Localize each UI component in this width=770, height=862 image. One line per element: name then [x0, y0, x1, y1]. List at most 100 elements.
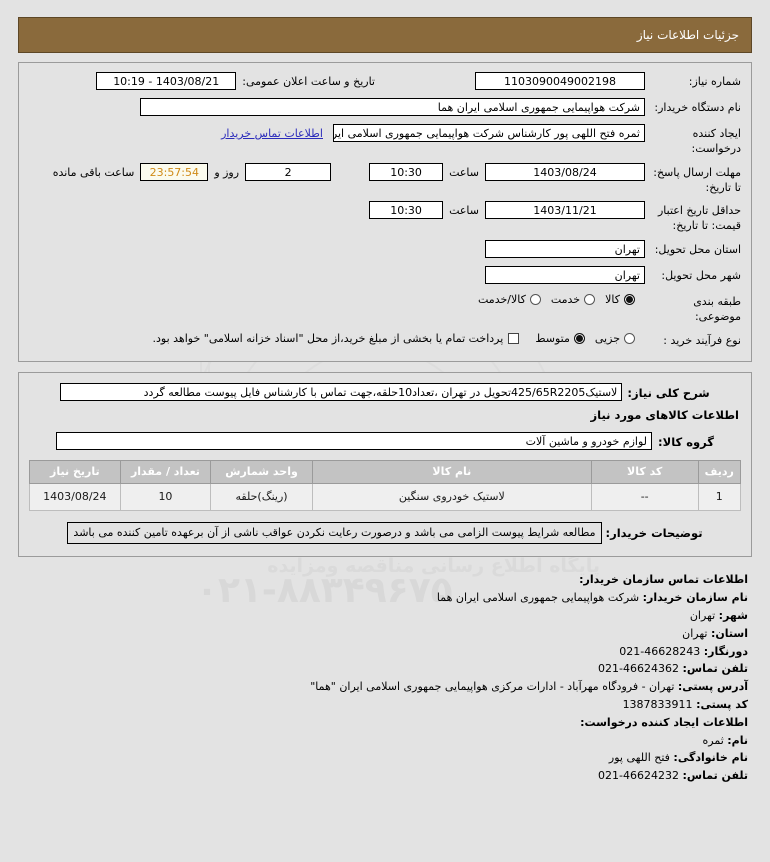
row-validity: حداقل تاریخ اعتبار قیمت: تا تاریخ: 1403/…	[29, 201, 741, 234]
row-process-type: نوع فرآیند خرید : جزیی متوسط پرداخت تمام…	[29, 331, 741, 351]
row-province: استان محل تحویل: تهران	[29, 240, 741, 260]
cell-need-date: 1403/08/24	[29, 482, 121, 511]
buyer-org-name-row: نام سازمان خریدار: شرکت هواپیمایی جمهوری…	[0, 589, 748, 607]
remaining-days-label: روز و	[214, 165, 240, 179]
contact-address-value: تهران - فرودگاه مهرآباد - ادارات مرکزی ه…	[310, 680, 675, 694]
th-unit: واحد شمارش	[210, 459, 313, 484]
radio-category-kala-khedmat[interactable]	[529, 294, 541, 306]
buyer-contact-link[interactable]: اطلاعات تماس خریدار	[221, 127, 323, 140]
province-label: استان محل تحویل:	[654, 243, 741, 257]
need-number-label: شماره نیاز:	[688, 75, 741, 88]
page-root: جزئیات اطلاعات نیاز شماره نیاز: 11030900…	[0, 17, 770, 785]
row-creator: ایجاد کننده درخواست: ثمره فتح اللهی پور …	[29, 124, 741, 157]
creator-phone-value: 46624232-021	[598, 769, 680, 783]
radio-category-kala-label: کالا	[605, 293, 620, 307]
buyer-org-name-value: شرکت هواپیمایی جمهوری اسلامی ایران هما	[436, 591, 640, 605]
process-label: نوع فرآیند خرید :	[663, 333, 741, 347]
row-buyer-note: توضیحات خریدار: مطالعه شرایط پیوست الزام…	[29, 521, 741, 545]
creator-first-name-value: ثمره	[702, 733, 724, 747]
validity-label: حداقل تاریخ اعتبار قیمت: تا تاریخ:	[657, 204, 741, 233]
th-goods-code: کد کالا	[590, 459, 699, 484]
radio-category-khedmat[interactable]	[584, 294, 596, 306]
category-label: طبقه بندی موضوعی:	[693, 295, 741, 323]
city-field[interactable]: تهران	[485, 266, 645, 285]
announce-label: تاریخ و ساعت اعلان عمومی:	[242, 75, 375, 88]
radio-process-motavasset[interactable]	[573, 332, 585, 344]
contact-address-key: آدرس پستی:	[677, 680, 748, 694]
contact-phone-value: 46624362-021	[598, 662, 680, 676]
creator-field[interactable]: ثمره فتح اللهی پور کارشناس شرکت هواپیمای…	[333, 124, 645, 142]
radio-process-jozei-label: جزیی	[594, 331, 620, 345]
deadline-time-field[interactable]: 10:30	[369, 162, 444, 181]
creator-first-name-row: نام: ثمره	[0, 732, 749, 750]
treasury-bond-label: پرداخت تمام یا بخشی از مبلغ خرید،از محل …	[152, 331, 504, 345]
contact-address-row: آدرس پستی: تهران - فرودگاه مهرآباد - ادا…	[0, 678, 748, 696]
th-radif: ردیف	[697, 459, 742, 484]
buyer-org-field[interactable]: شرکت هواپیمایی جمهوری اسلامی ایران هما	[140, 98, 645, 116]
contact-fax-row: دورنگار: 46628243-021	[0, 643, 748, 661]
goods-group-field[interactable]: لوازم خودرو و ماشین آلات	[56, 431, 653, 450]
need-details-panel: شماره نیاز: 1103090049002198 تاریخ و ساع…	[18, 62, 752, 362]
row-category: طبقه بندی موضوعی: کالا خدمت کالا/خدمت	[29, 292, 741, 325]
page-title: جزئیات اطلاعات نیاز	[636, 28, 739, 42]
validity-hour-label: ساعت	[449, 204, 479, 218]
contact-city-value: تهران	[689, 608, 716, 622]
contact-info-block: اطلاعات تماس سازمان خریدار: نام سازمان خ…	[0, 571, 748, 785]
row-goods-group: گروه کالا: لوازم خودرو و ماشین آلات	[29, 431, 741, 450]
category-radio-group: کالا خدمت کالا/خدمت	[478, 292, 645, 306]
table-header-row: ردیف کد کالا نام کالا واحد شمارش تعداد /…	[29, 459, 742, 484]
contact-phone-key: تلفن تماس:	[682, 662, 748, 676]
contact-province-value: تهران	[682, 626, 708, 640]
contact-fax-value: 46628243-021	[619, 644, 701, 658]
validity-date-field[interactable]: 1403/11/21	[485, 201, 645, 220]
row-city: شهر محل تحویل: تهران	[29, 266, 741, 286]
table-row[interactable]: 1 -- لاستیک خودروی سنگین (رینگ)حلقه 10 1…	[29, 482, 742, 511]
countdown-label: ساعت باقی مانده	[52, 165, 135, 179]
th-need-date: تاریخ نیاز	[29, 459, 121, 484]
creator-label: ایجاد کننده درخواست:	[691, 127, 741, 155]
creator-contact-heading: اطلاعات ایجاد کننده درخواست:	[580, 715, 748, 729]
deadline-date-field[interactable]: 1403/08/24	[485, 162, 645, 181]
cell-unit: (رینگ)حلقه	[210, 482, 313, 511]
window-titlebar: جزئیات اطلاعات نیاز	[18, 17, 752, 53]
radio-category-khedmat-label: خدمت	[550, 293, 581, 307]
contact-city-key: شهر:	[718, 608, 748, 622]
city-label: شهر محل تحویل:	[661, 269, 741, 283]
cell-quantity: 10	[119, 482, 212, 511]
summary-label: شرح کلی نیاز:	[627, 385, 710, 400]
creator-last-name-value: فتح اللهی پور	[608, 751, 670, 765]
radio-process-jozei[interactable]	[624, 332, 635, 344]
contact-fax-key: دورنگار:	[703, 644, 748, 658]
creator-last-name-row: نام خانوادگی: فتح اللهی پور	[0, 749, 748, 767]
contact-postal-row: کد پستی: 1387833911	[0, 696, 748, 714]
province-field[interactable]: تهران	[485, 240, 645, 259]
cell-goods-name: لاستیک خودروی سنگین	[311, 482, 592, 511]
goods-table: ردیف کد کالا نام کالا واحد شمارش تعداد /…	[29, 459, 742, 511]
countdown-timer: 23:57:54	[140, 162, 209, 181]
contact-postal-value: 1387833911	[622, 697, 693, 711]
goods-group-label: گروه کالا:	[658, 434, 714, 449]
buyer-org-name-key: نام سازمان خریدار:	[642, 591, 748, 605]
cell-goods-code: --	[590, 482, 699, 511]
buyer-note-field: مطالعه شرایط پیوست الزامی می باشد و درصو…	[67, 521, 602, 545]
creator-first-name-key: نام:	[727, 733, 748, 747]
th-goods-name: نام کالا	[311, 459, 592, 484]
deadline-label: مهلت ارسال پاسخ: تا تاریخ:	[653, 165, 741, 194]
contact-province-key: استان:	[711, 626, 748, 640]
summary-field[interactable]: لاستیک425/65R2205تحویل در تهران ،تعداد10…	[60, 382, 623, 401]
contact-province-row: استان: تهران	[0, 625, 748, 643]
remaining-days-field[interactable]: 2	[245, 162, 332, 181]
goods-request-panel: شرح کلی نیاز: لاستیک425/65R2205تحویل در …	[18, 371, 752, 558]
creator-phone-key: تلفن تماس:	[682, 769, 748, 783]
contact-phone-row: تلفن تماس: 46624362-021	[0, 660, 748, 678]
treasury-bond-checkbox[interactable]	[508, 332, 520, 344]
th-quantity: تعداد / مقدار	[119, 459, 212, 484]
row-buyer-org: نام دستگاه خریدار: شرکت هواپیمایی جمهوری…	[29, 98, 741, 118]
announce-datetime-field[interactable]: 1403/08/21 - 10:19	[96, 72, 237, 90]
need-number-field[interactable]: 1103090049002198	[475, 72, 645, 90]
radio-category-kala[interactable]	[624, 294, 635, 306]
validity-time-field[interactable]: 10:30	[369, 201, 444, 220]
row-need-number: شماره نیاز: 1103090049002198 تاریخ و ساع…	[29, 72, 741, 92]
radio-category-kala-khedmat-label: کالا/خدمت	[478, 293, 526, 307]
goods-info-heading: اطلاعات کالاهای مورد نیاز	[590, 407, 739, 422]
